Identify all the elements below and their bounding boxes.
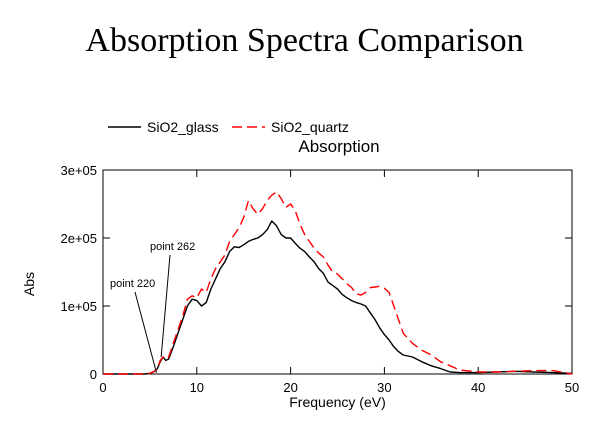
slide-title: Absorption Spectra Comparison <box>85 22 524 59</box>
chart-title: Absorption <box>298 137 379 156</box>
annotation-pointer <box>160 254 171 358</box>
annotation-label: point 220 <box>110 278 155 290</box>
legend-label: SiO2_quartz <box>271 119 349 135</box>
x-tick-label: 20 <box>283 380 297 395</box>
legend: SiO2_glass SiO2_quartz <box>108 119 349 135</box>
axis-ticks: 0 10 20 30 40 50 0 1e+05 2e+05 3e+05 <box>60 163 579 395</box>
x-axis-label: Frequency (eV) <box>289 394 385 410</box>
x-tick-label: 30 <box>377 380 391 395</box>
y-axis-label: Abs <box>21 272 37 296</box>
annotation-label: point 262 <box>150 241 195 253</box>
x-tick-label: 50 <box>565 380 579 395</box>
x-tick-label: 0 <box>99 380 106 395</box>
annotation-pointer <box>134 291 157 373</box>
y-tick-label: 2e+05 <box>60 231 97 246</box>
y-tick-label: 3e+05 <box>60 163 97 178</box>
y-tick-label: 1e+05 <box>60 299 97 314</box>
plot-frame <box>102 169 573 375</box>
series-line-sio2-quartz <box>103 191 573 375</box>
y-tick-label: 0 <box>90 367 97 382</box>
annotation-layer: point 220 point 262 <box>110 241 195 373</box>
series-line-sio2-glass <box>103 220 573 375</box>
x-tick-label: 40 <box>471 380 485 395</box>
x-tick-label: 10 <box>190 380 204 395</box>
series-layer <box>103 191 573 375</box>
legend-label: SiO2_glass <box>147 119 219 135</box>
